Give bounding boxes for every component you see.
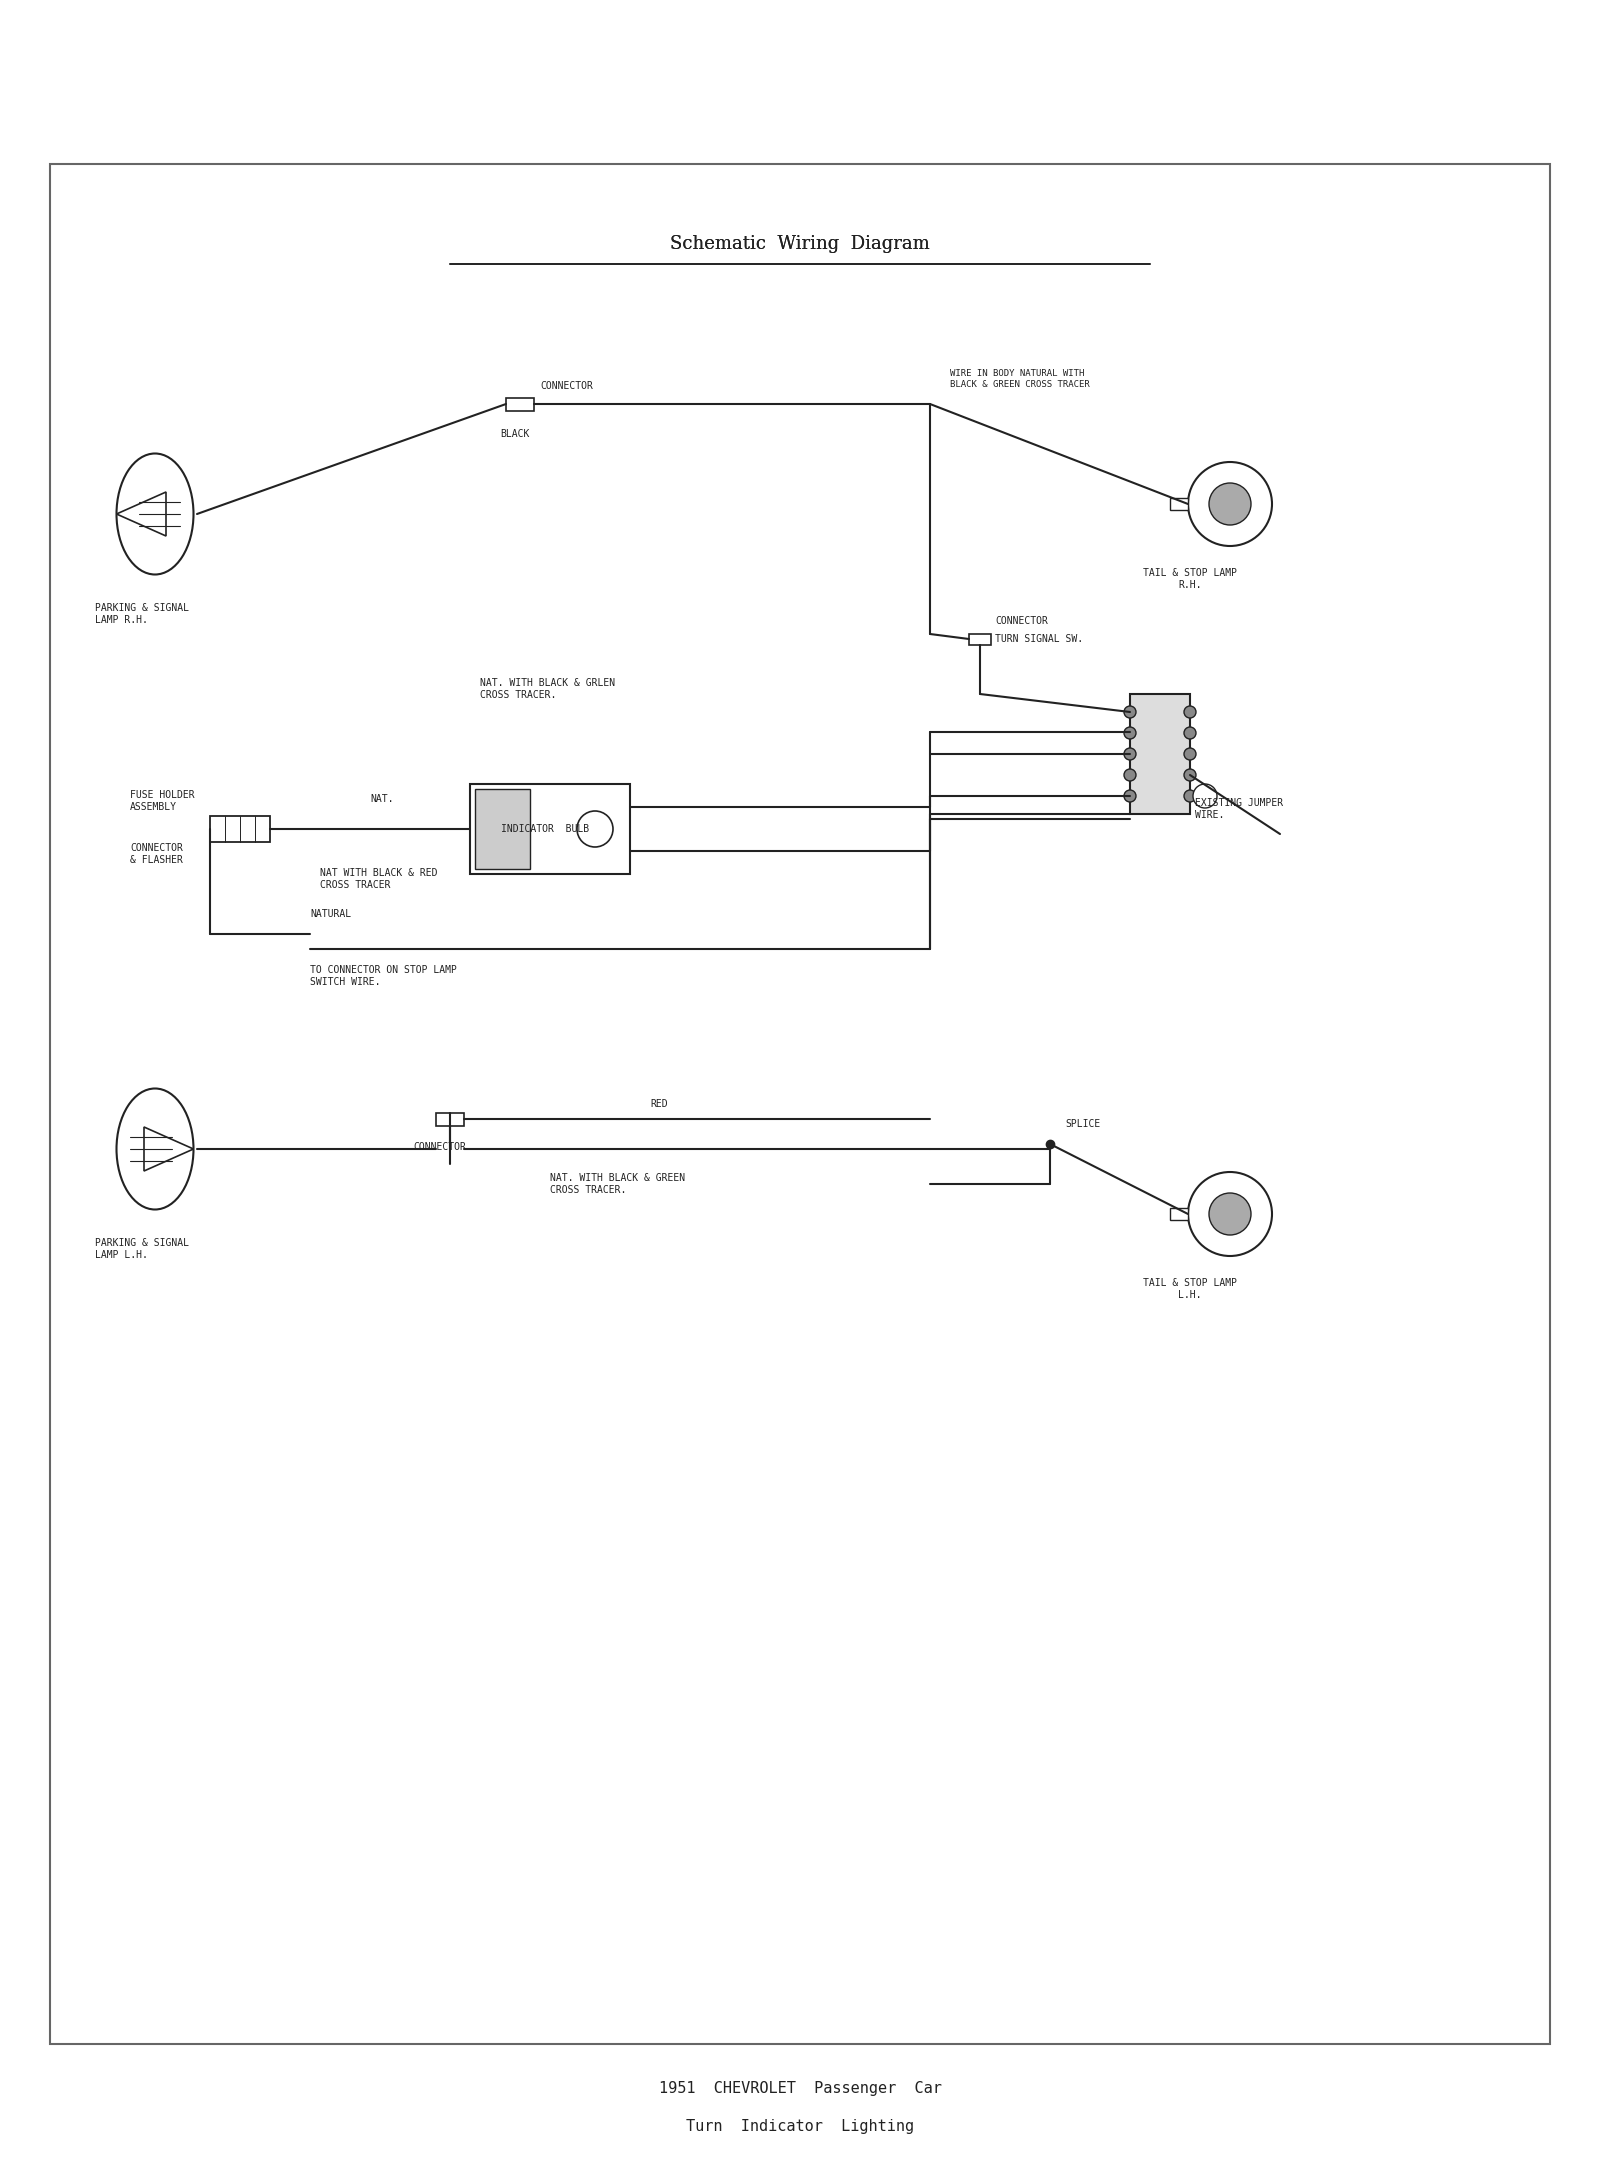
Bar bbox=[1170, 1208, 1187, 1220]
Text: NAT. WITH BLACK & GREEN
CROSS TRACER.: NAT. WITH BLACK & GREEN CROSS TRACER. bbox=[550, 1173, 685, 1195]
Text: BLACK: BLACK bbox=[499, 428, 530, 439]
Circle shape bbox=[1123, 790, 1136, 803]
Circle shape bbox=[1184, 749, 1197, 760]
Circle shape bbox=[1187, 1173, 1272, 1255]
Bar bbox=[970, 634, 990, 645]
Text: Schematic  Wiring  Diagram: Schematic Wiring Diagram bbox=[670, 236, 930, 253]
Text: WIRE IN BODY NATURAL WITH
BLACK & GREEN CROSS TRACER: WIRE IN BODY NATURAL WITH BLACK & GREEN … bbox=[950, 370, 1090, 390]
Text: CONNECTOR
& FLASHER: CONNECTOR & FLASHER bbox=[130, 844, 182, 866]
Bar bbox=[475, 790, 530, 870]
Bar bbox=[435, 1112, 464, 1125]
Text: CONNECTOR: CONNECTOR bbox=[541, 381, 594, 392]
Text: Turn  Indicator  Lighting: Turn Indicator Lighting bbox=[686, 2119, 914, 2134]
Bar bbox=[506, 398, 534, 411]
Text: NAT.: NAT. bbox=[370, 794, 394, 805]
Text: NAT WITH BLACK & RED
CROSS TRACER: NAT WITH BLACK & RED CROSS TRACER bbox=[320, 868, 437, 889]
Text: Schematic  Wiring  Diagram: Schematic Wiring Diagram bbox=[670, 236, 930, 253]
Circle shape bbox=[1184, 768, 1197, 781]
Text: CONNECTOR: CONNECTOR bbox=[995, 617, 1048, 625]
Polygon shape bbox=[117, 491, 166, 537]
Circle shape bbox=[1210, 483, 1251, 526]
Text: TAIL & STOP LAMP
R.H.: TAIL & STOP LAMP R.H. bbox=[1142, 569, 1237, 591]
Text: 1951  CHEVROLET  Passenger  Car: 1951 CHEVROLET Passenger Car bbox=[659, 2082, 941, 2097]
Circle shape bbox=[1123, 727, 1136, 738]
Ellipse shape bbox=[117, 1088, 194, 1210]
Bar bbox=[210, 816, 270, 842]
Text: PARKING & SIGNAL
LAMP L.H.: PARKING & SIGNAL LAMP L.H. bbox=[94, 1238, 189, 1259]
Bar bbox=[50, 164, 1550, 2045]
Circle shape bbox=[578, 812, 613, 846]
Circle shape bbox=[1123, 705, 1136, 718]
Text: TURN SIGNAL SW.: TURN SIGNAL SW. bbox=[995, 634, 1083, 645]
Text: TO CONNECTOR ON STOP LAMP
SWITCH WIRE.: TO CONNECTOR ON STOP LAMP SWITCH WIRE. bbox=[310, 965, 458, 987]
Text: EXISTING JUMPER
WIRE.: EXISTING JUMPER WIRE. bbox=[1195, 799, 1283, 820]
Circle shape bbox=[1187, 461, 1272, 545]
Polygon shape bbox=[144, 1127, 194, 1171]
Circle shape bbox=[1210, 1192, 1251, 1236]
Text: TAIL & STOP LAMP
L.H.: TAIL & STOP LAMP L.H. bbox=[1142, 1279, 1237, 1301]
Circle shape bbox=[1194, 783, 1218, 807]
Text: NAT. WITH BLACK & GRLEN
CROSS TRACER.: NAT. WITH BLACK & GRLEN CROSS TRACER. bbox=[480, 677, 614, 699]
Text: FUSE HOLDER
ASSEMBLY: FUSE HOLDER ASSEMBLY bbox=[130, 790, 195, 812]
Bar bbox=[1170, 498, 1187, 511]
Circle shape bbox=[1123, 749, 1136, 760]
Ellipse shape bbox=[117, 454, 194, 573]
Text: SPLICE: SPLICE bbox=[1066, 1119, 1101, 1130]
Text: INDICATOR  BULB: INDICATOR BULB bbox=[501, 824, 589, 833]
Circle shape bbox=[1123, 768, 1136, 781]
Circle shape bbox=[1184, 705, 1197, 718]
Circle shape bbox=[1184, 790, 1197, 803]
Bar bbox=[1130, 695, 1190, 814]
Bar bbox=[470, 783, 630, 874]
Circle shape bbox=[1184, 727, 1197, 738]
Text: CONNECTOR: CONNECTOR bbox=[413, 1143, 467, 1151]
Text: NATURAL: NATURAL bbox=[310, 909, 350, 920]
Text: PARKING & SIGNAL
LAMP R.H.: PARKING & SIGNAL LAMP R.H. bbox=[94, 604, 189, 625]
Text: RED: RED bbox=[650, 1099, 667, 1108]
